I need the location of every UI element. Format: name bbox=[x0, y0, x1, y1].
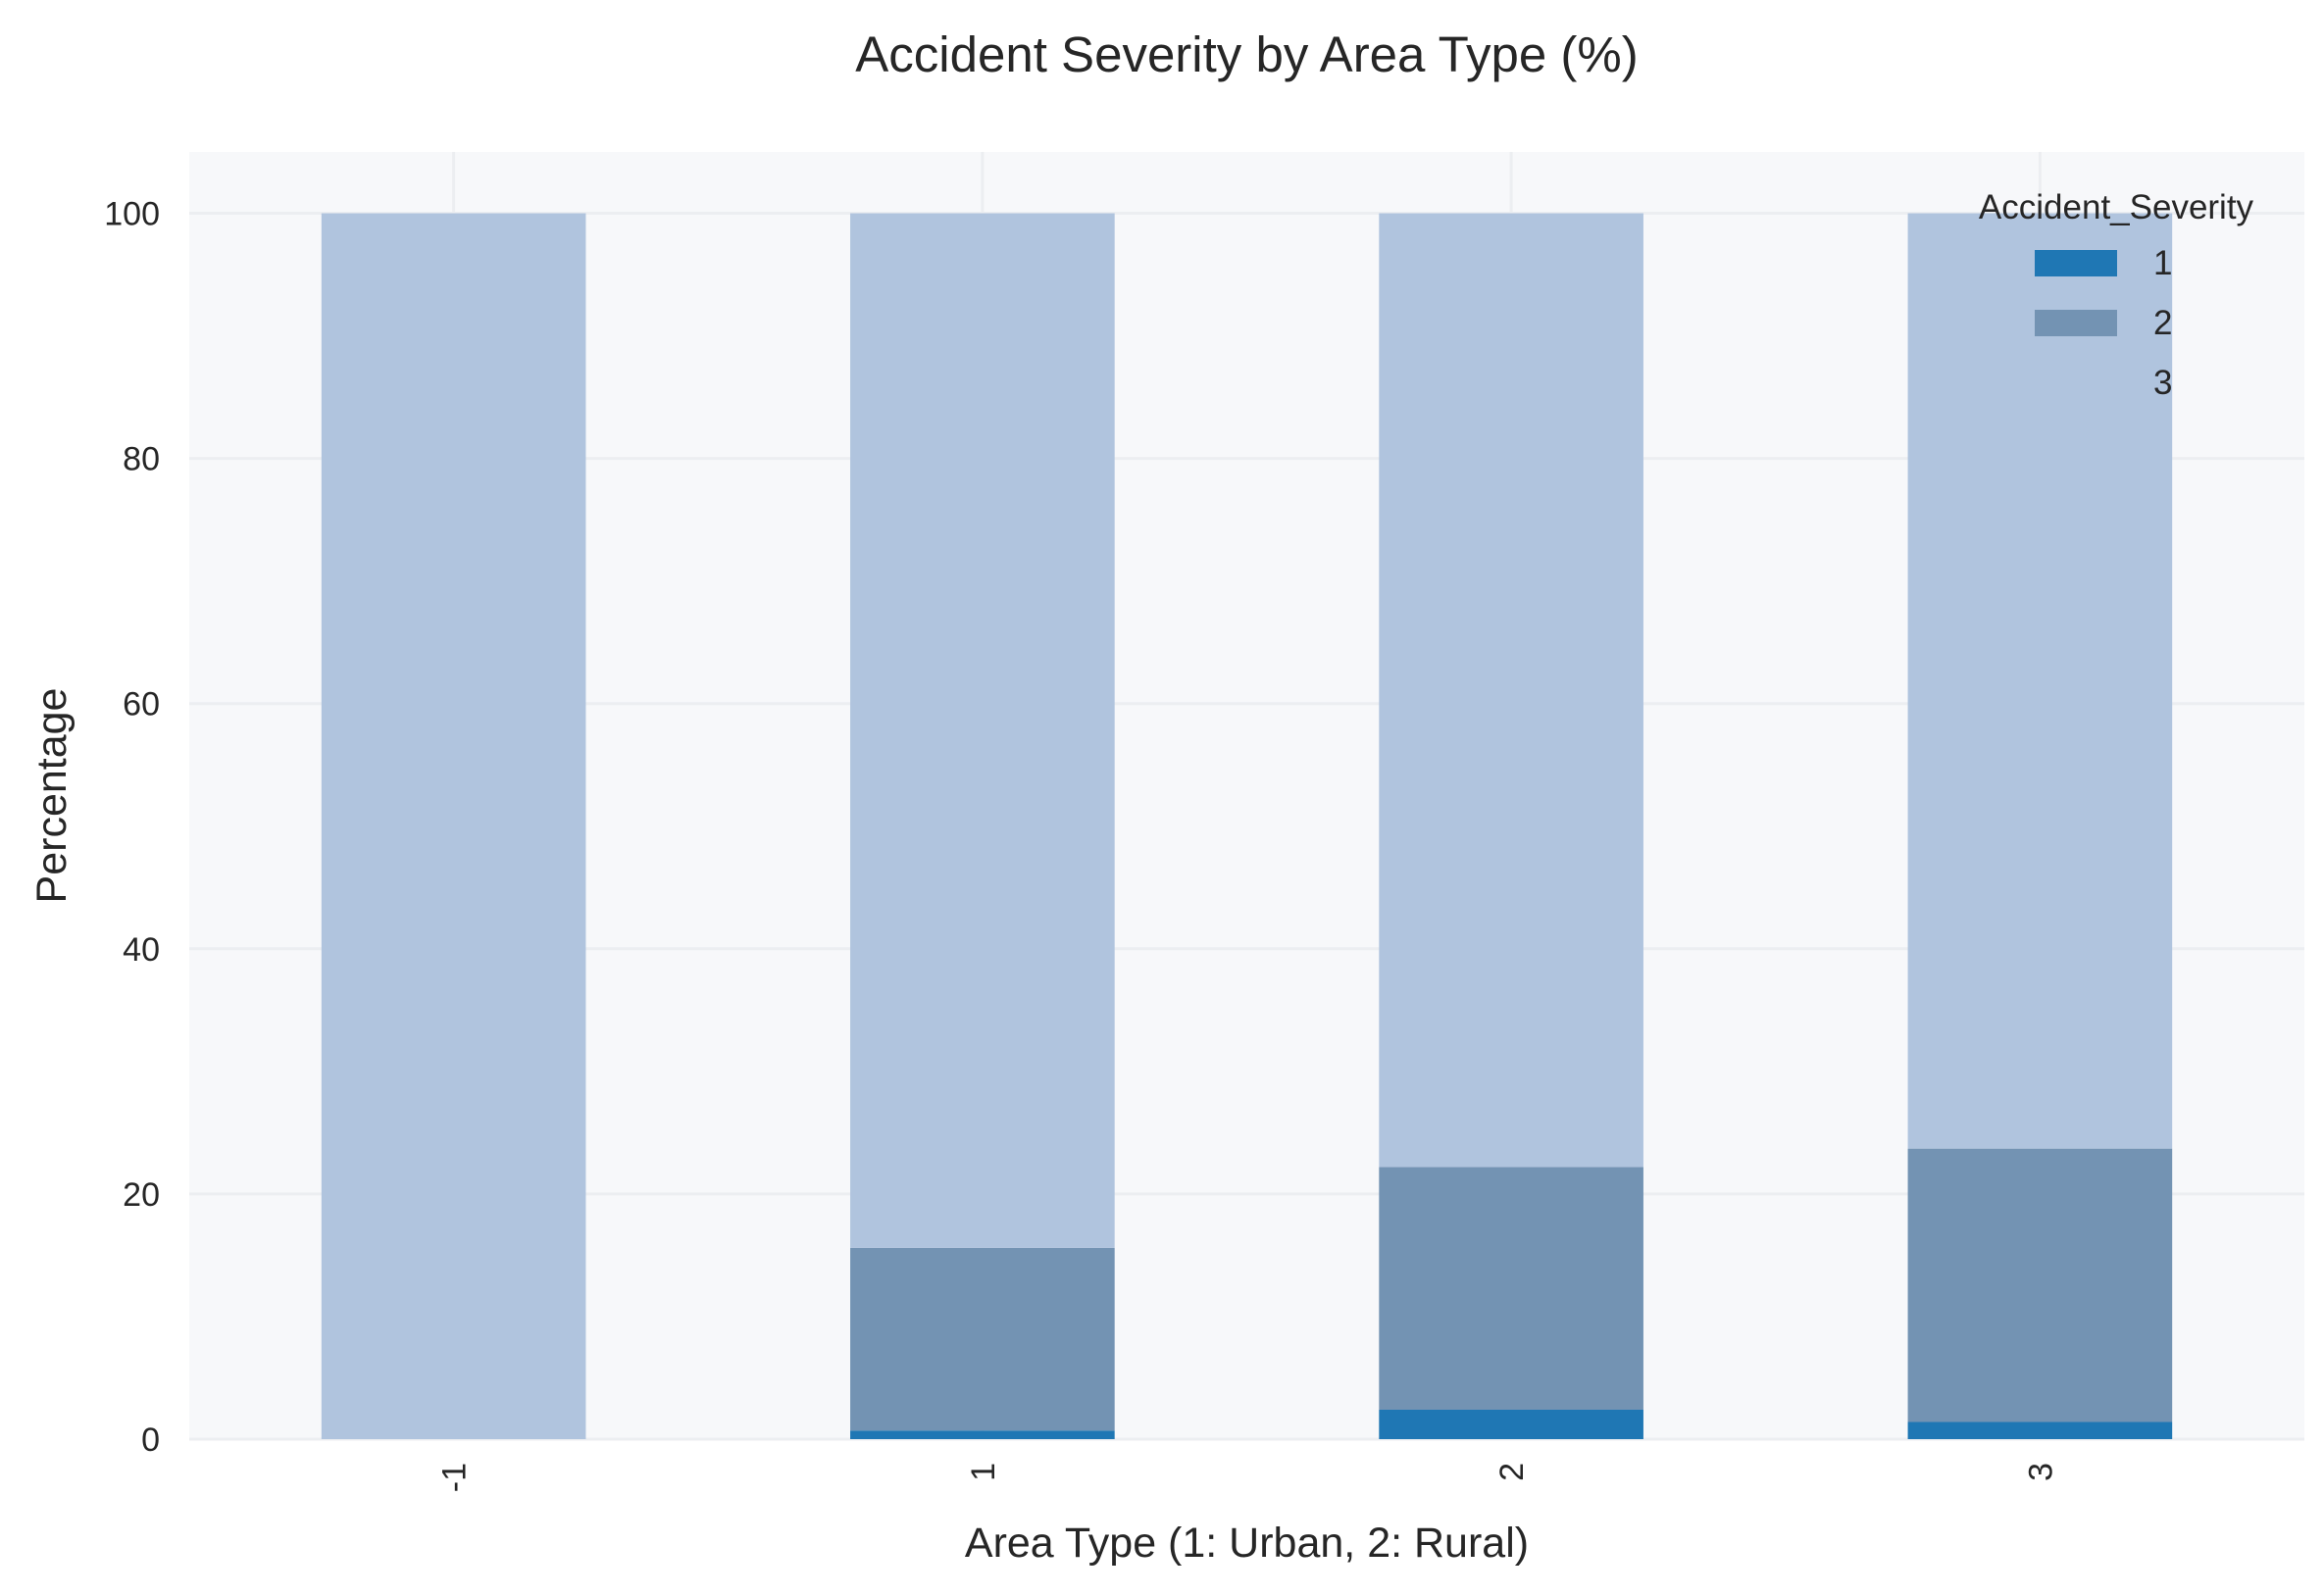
y-tick-labels: 0 20 40 60 80 100 bbox=[104, 196, 160, 1459]
chart-title: Accident Severity by Area Type (%) bbox=[855, 26, 1638, 82]
legend-swatch-3 bbox=[2035, 370, 2117, 396]
x-tick-label: -1 bbox=[436, 1463, 474, 1492]
y-tick-label: 60 bbox=[123, 686, 160, 723]
bar-3-severity-2 bbox=[1907, 1148, 2173, 1422]
legend-title: Accident_Severity bbox=[1979, 188, 2254, 226]
legend-label-3: 3 bbox=[2153, 364, 2172, 402]
legend: Accident_Severity 1 2 3 bbox=[1979, 188, 2254, 402]
bar-1-severity-2 bbox=[850, 1247, 1115, 1431]
y-tick-label: 20 bbox=[123, 1176, 160, 1214]
legend-items: 1 2 3 bbox=[2035, 244, 2172, 402]
y-tick-label: 100 bbox=[104, 196, 160, 233]
legend-label-2: 2 bbox=[2153, 304, 2172, 342]
x-tick-labels: -1 1 2 3 bbox=[436, 1463, 2060, 1492]
bar-1-severity-1 bbox=[850, 1430, 1115, 1439]
bar-1-severity-3 bbox=[850, 213, 1115, 1248]
bar-3-severity-3 bbox=[1907, 213, 2173, 1149]
y-tick-label: 40 bbox=[123, 931, 160, 969]
x-tick-label: 3 bbox=[2022, 1463, 2059, 1481]
x-axis-label: Area Type (1: Urban, 2: Rural) bbox=[965, 1520, 1529, 1567]
bar--1-severity-3 bbox=[321, 213, 586, 1439]
bar-2-severity-3 bbox=[1379, 213, 1643, 1168]
bar-2-severity-2 bbox=[1379, 1167, 1643, 1410]
x-tick-label: 2 bbox=[1493, 1463, 1531, 1481]
bars-group bbox=[321, 213, 2173, 1439]
y-tick-label: 80 bbox=[123, 441, 160, 478]
legend-swatch-1 bbox=[2035, 250, 2117, 276]
y-axis-label: Percentage bbox=[28, 688, 76, 904]
legend-swatch-2 bbox=[2035, 310, 2117, 336]
legend-label-1: 1 bbox=[2153, 244, 2172, 282]
bar-2-severity-1 bbox=[1379, 1409, 1643, 1439]
x-tick-label: 1 bbox=[965, 1463, 1002, 1481]
bar-3-severity-1 bbox=[1907, 1421, 2173, 1439]
y-tick-label: 0 bbox=[141, 1421, 160, 1459]
